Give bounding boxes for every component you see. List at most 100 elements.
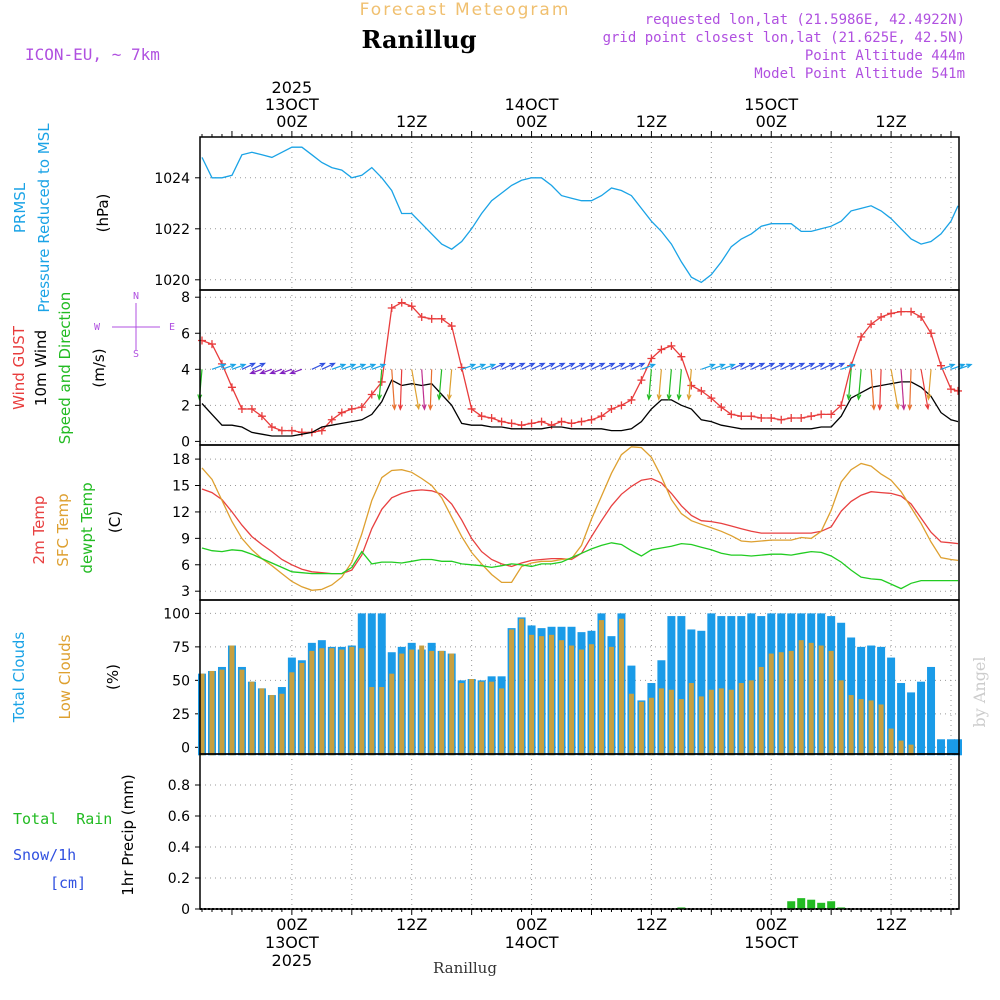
wind-arrow-head xyxy=(768,362,776,368)
gust-marker xyxy=(387,304,396,313)
wind-arrow-head xyxy=(509,362,516,368)
low-cloud-bar xyxy=(878,704,884,756)
low-cloud-bar xyxy=(828,650,834,756)
temp-unit-label: (C) xyxy=(106,511,124,533)
pressure-desc-label: Pressure Reduced to MSL xyxy=(35,123,53,313)
total-cloud-bar xyxy=(727,616,736,756)
wind-arrow-head xyxy=(427,404,433,411)
wind-arrow xyxy=(290,368,303,374)
low-cloud-bar xyxy=(628,693,634,756)
wind-arrow-head xyxy=(856,394,862,401)
wind-arrow-head xyxy=(646,394,652,401)
wind-arrow-head xyxy=(619,362,626,368)
rain-bar xyxy=(677,907,686,909)
gust-marker xyxy=(567,419,576,428)
wind-arrow-head xyxy=(569,362,576,368)
snow-unit-label: [cm] xyxy=(50,874,86,892)
wind-arrow xyxy=(321,362,335,370)
gust-marker xyxy=(537,417,546,426)
series-line-10m-wind xyxy=(201,379,959,437)
low-cloud-bar xyxy=(229,645,235,756)
low-cloud-bar xyxy=(618,618,624,756)
wind-arrow xyxy=(311,362,325,370)
gust-marker xyxy=(917,313,926,322)
wind-arrow-head xyxy=(339,363,347,369)
wind-arrow xyxy=(250,368,263,374)
wind-arrow-head xyxy=(818,362,826,368)
gust-marker xyxy=(897,307,906,316)
low-cloud-bar xyxy=(309,650,315,756)
wind-arrow-head xyxy=(877,404,883,411)
wind-arrow xyxy=(511,362,525,370)
temp-labels: 2m Temp SFC Temp dewpt Temp (C) xyxy=(30,482,124,573)
total-cloud-bar xyxy=(937,739,946,756)
wind-arrow xyxy=(711,363,725,370)
wind-arrow-head xyxy=(871,404,877,411)
gust-marker xyxy=(757,413,766,422)
y-tick-label: 1020 xyxy=(154,273,190,289)
wind-arrow xyxy=(611,362,625,370)
low-cloud-bar xyxy=(798,640,804,756)
gust-marker xyxy=(437,314,446,323)
wind-arrow xyxy=(270,368,283,374)
y-tick-label: 4 xyxy=(181,362,190,378)
footer-location: Ranillug xyxy=(433,959,497,977)
wind-arrow-head xyxy=(279,369,286,375)
total-cloud-bar xyxy=(677,616,686,756)
low-cloud-bar xyxy=(658,688,664,756)
wind-arrow-head xyxy=(686,394,692,401)
wind-arrow-head xyxy=(269,369,276,375)
low-cloud-bar xyxy=(509,629,515,756)
wind-arrow-head xyxy=(788,362,796,368)
wind-arrow-head xyxy=(220,363,227,369)
wind-arrow xyxy=(770,362,785,370)
wind-arrow xyxy=(870,369,875,410)
gust-marker xyxy=(487,413,496,422)
gust-marker xyxy=(777,415,786,424)
gust-marker xyxy=(677,352,686,361)
rain-bar xyxy=(807,899,816,909)
location-title: Ranillug xyxy=(361,25,476,54)
prmsl-label: PRMSL xyxy=(11,182,29,233)
wind-arrow-head xyxy=(436,394,442,401)
gust-marker xyxy=(697,386,706,395)
wind-arrow xyxy=(721,363,735,370)
y-tick-label: 6 xyxy=(181,326,190,342)
low-cloud-bar xyxy=(698,696,704,756)
snow-label: Snow/1h xyxy=(13,846,76,864)
wind-arrow xyxy=(857,369,862,400)
low-cloud-bar xyxy=(758,666,764,756)
top-date-label: 14OCT xyxy=(505,95,559,114)
wind-arrow xyxy=(950,363,965,370)
gust-marker xyxy=(907,307,916,316)
low-cloud-bar xyxy=(738,683,744,756)
low-cloud-bar xyxy=(648,697,654,756)
wind-arrow xyxy=(648,369,653,400)
compass-rose: N W E S xyxy=(94,291,175,360)
wind-arrow xyxy=(780,362,795,370)
wind-arrow xyxy=(391,369,396,410)
low-cloud-bar xyxy=(429,650,435,756)
bottom-date-label: 14OCT xyxy=(505,933,559,952)
gust-marker xyxy=(587,415,596,424)
wind-arrow-head xyxy=(469,363,477,369)
y-tick-label: 50 xyxy=(172,673,190,689)
low-cloud-bar xyxy=(209,670,215,756)
wind-arrow-head xyxy=(489,363,497,369)
low-cloud-bar xyxy=(539,636,545,756)
wind-arrow xyxy=(438,369,443,400)
wind-arrow-head xyxy=(599,362,606,368)
top-hour-label: 00Z xyxy=(276,112,307,131)
low-cloud-bar xyxy=(908,744,914,756)
gust-marker xyxy=(357,403,366,412)
gust-marker xyxy=(954,386,963,395)
total-cloud-bar xyxy=(717,616,726,756)
gust-marker xyxy=(257,412,266,421)
y-tick-label: 100 xyxy=(163,606,190,622)
gust-marker xyxy=(277,426,286,435)
gust-marker xyxy=(647,354,656,363)
wind-arrow-head xyxy=(589,362,596,368)
wind-arrow-head xyxy=(901,404,907,411)
dew-label: dewpt Temp xyxy=(78,482,96,573)
gust-marker xyxy=(867,320,876,329)
